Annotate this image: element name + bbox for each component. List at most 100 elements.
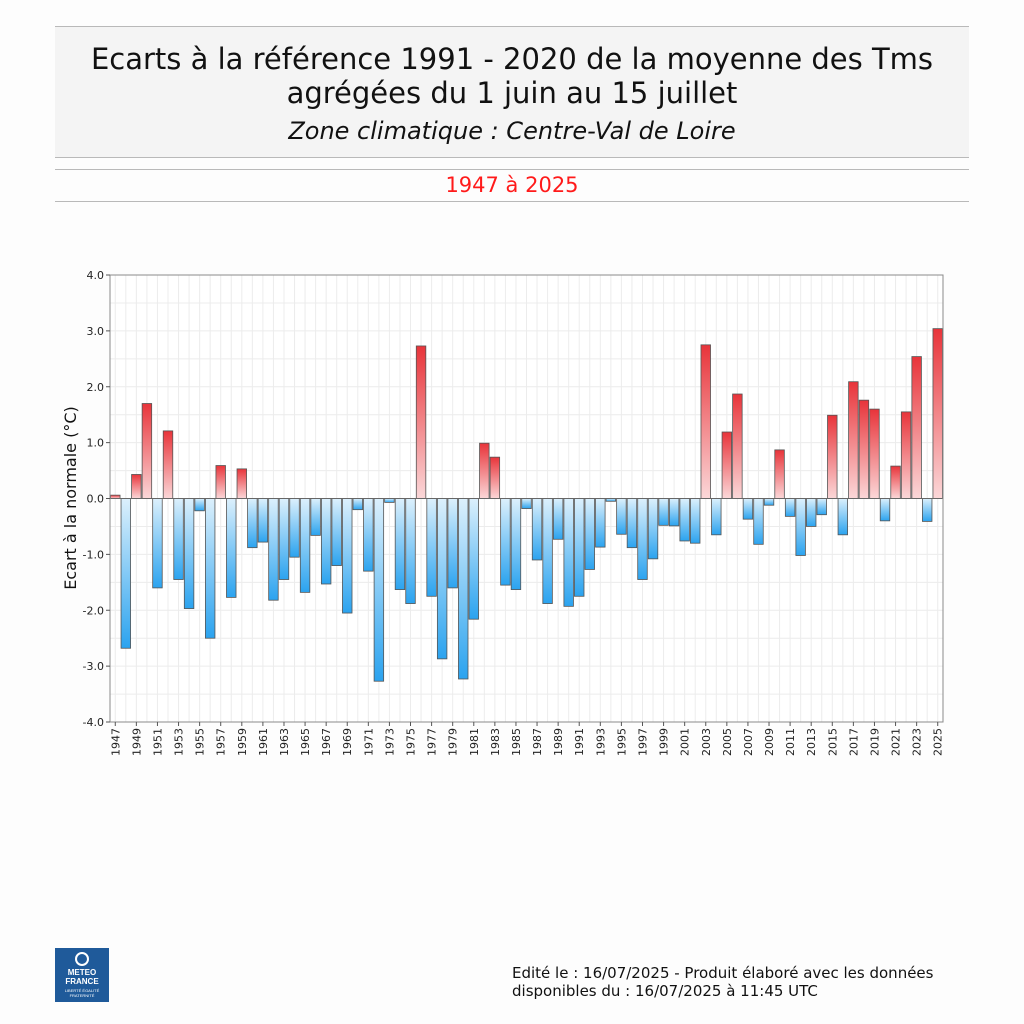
bar-2021: [890, 465, 901, 499]
bar-1953: [173, 498, 184, 580]
bar-1961: [257, 498, 269, 543]
x-tick-label: 1975: [405, 728, 418, 756]
x-tick-label: 2003: [700, 728, 713, 756]
bar-1966: [310, 498, 321, 536]
bar-1996: [626, 498, 638, 549]
x-tick-label: 2023: [911, 728, 924, 756]
x-tick-label: 2007: [742, 728, 755, 756]
x-tick-label: 1977: [426, 728, 439, 756]
x-tick-label: 2015: [826, 728, 839, 756]
bar-1975: [405, 498, 416, 604]
bar-1951: [152, 498, 163, 589]
bar-1959: [236, 468, 247, 499]
x-tick-label: 1983: [489, 728, 502, 756]
bar-2015: [827, 414, 838, 499]
x-tick-label: 1985: [510, 728, 523, 756]
x-tick-label: 1965: [299, 728, 312, 756]
bar-1952: [162, 430, 174, 499]
bar-1971: [363, 498, 374, 572]
bar-1949: [131, 474, 142, 499]
bar-1983: [489, 456, 501, 499]
bar-1958: [226, 498, 237, 598]
bar-2024: [922, 498, 933, 522]
bar-1947: [110, 494, 121, 499]
bar-1976: [415, 345, 427, 499]
bar-2011: [784, 498, 796, 517]
bar-2000: [668, 498, 680, 527]
bar-1997: [637, 498, 648, 580]
edition-line1: Edité le : 16/07/2025 - Produit élaboré …: [512, 964, 934, 982]
x-tick-label: 2013: [805, 728, 818, 756]
x-tick-label: 1971: [362, 728, 375, 756]
bar-2014: [816, 498, 827, 516]
bar-2008: [753, 498, 764, 545]
x-tick-label: 1969: [341, 728, 354, 756]
bar-2019: [869, 408, 880, 499]
bar-1960: [247, 498, 258, 549]
bar-2010: [774, 449, 785, 499]
logo-text-france: FRANCE: [65, 977, 99, 986]
x-tick-label: 1997: [636, 728, 649, 756]
x-tick-label: 1991: [573, 728, 586, 756]
bar-2003: [700, 344, 711, 499]
bar-1962: [268, 498, 279, 601]
bar-2022: [900, 411, 912, 499]
bar-1970: [352, 498, 363, 511]
bar-2018: [858, 399, 870, 499]
bar-1981: [468, 498, 479, 620]
x-tick-label: 1987: [531, 728, 544, 756]
bar-1950: [141, 403, 153, 499]
x-tick-label: 1959: [236, 728, 249, 756]
x-tick-label: 1993: [594, 728, 607, 756]
meteo-france-logo: METEO FRANCE LIBERTÉ ÉGALITÉ FRATERNITÉ: [55, 948, 109, 1002]
bar-1972: [373, 498, 385, 682]
bar-1974: [394, 498, 406, 590]
x-tick-label: 1955: [194, 728, 207, 756]
logo-mark-icon: [75, 952, 89, 966]
bar-1973: [384, 498, 395, 503]
bar-2006: [732, 393, 743, 499]
bar-1987: [531, 498, 543, 561]
x-tick-label: 1951: [151, 728, 164, 756]
bar-1995: [616, 498, 627, 535]
bar-1954: [183, 498, 195, 609]
x-tick-label: 1949: [130, 728, 143, 756]
x-tick-label: 2021: [890, 728, 903, 756]
bar-1980: [458, 498, 469, 680]
y-tick-label: -1.0: [83, 548, 104, 561]
logo-tagline: LIBERTÉ ÉGALITÉ FRATERNITÉ: [64, 988, 100, 998]
x-tick-label: 1995: [615, 728, 628, 756]
period-label: 1947 à 2025: [55, 169, 969, 202]
bar-2020: [879, 498, 891, 522]
x-tick-label: 2005: [721, 728, 734, 756]
bar-1948: [120, 498, 131, 649]
y-tick-label: -3.0: [83, 660, 104, 673]
y-tick-label: -4.0: [83, 716, 104, 729]
bars: [110, 328, 943, 682]
edition-line2: disponibles du : 16/07/2025 à 11:45 UTC: [512, 982, 818, 1000]
chart-title-line2: agrégées du 1 juin au 15 juillet: [286, 76, 738, 110]
x-tick-label: 1999: [658, 728, 671, 756]
bar-1968: [331, 498, 342, 566]
bar-1989: [552, 498, 564, 540]
x-tick-label: 1967: [320, 728, 333, 756]
edition-info: Edité le : 16/07/2025 - Produit élaboré …: [512, 964, 982, 1000]
bar-1992: [584, 498, 595, 570]
bar-1964: [289, 498, 300, 558]
logo-text-meteo: METEO: [67, 968, 97, 977]
bar-1999: [658, 498, 669, 526]
x-tick-label: 2001: [679, 728, 692, 756]
bar-1977: [426, 498, 437, 597]
x-tick-label: 2025: [932, 728, 945, 756]
x-tick-label: 1947: [109, 728, 122, 756]
y-tick-label: -2.0: [83, 604, 104, 617]
x-tick-label: 1953: [173, 728, 186, 756]
bar-1965: [299, 498, 311, 593]
bar-1979: [447, 498, 458, 589]
bar-1956: [204, 498, 216, 639]
y-axis-label: Ecart à la normale (°C): [61, 406, 80, 590]
bar-2002: [690, 498, 701, 544]
bar-1978: [436, 498, 448, 660]
y-tick-label: 3.0: [87, 325, 105, 338]
x-tick-label: 1963: [278, 728, 291, 756]
